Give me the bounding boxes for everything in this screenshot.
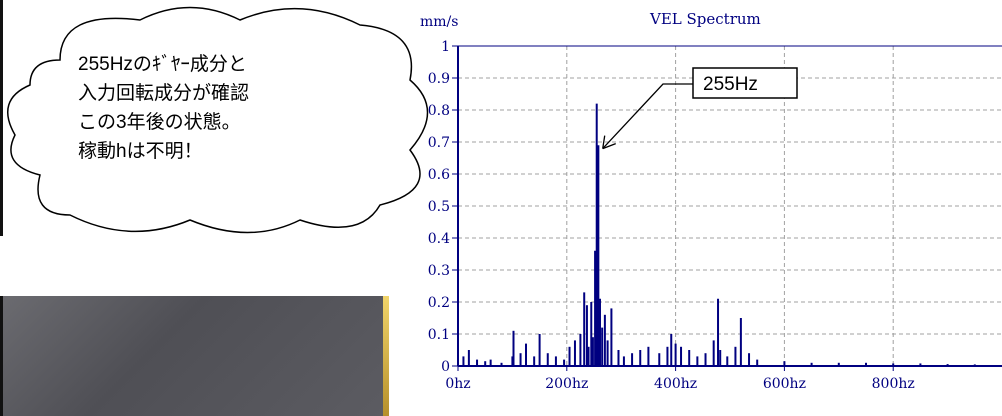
- y-tick-label: 0: [441, 359, 450, 375]
- photo-edge-strip: [383, 296, 389, 416]
- peak-annotation: 255Hz: [602, 67, 798, 150]
- y-tick-label: 1: [441, 39, 450, 55]
- x-tick-label: 600hz: [763, 376, 806, 392]
- x-tick-label: 800hz: [872, 376, 915, 392]
- y-tick-label: 0.6: [428, 167, 450, 183]
- gear-surface-photo: [0, 296, 389, 416]
- x-tick-label: 200hz: [545, 376, 588, 392]
- callout-text-line: 255Hzのｷﾞﾔｰ成分と: [78, 53, 247, 75]
- y-tick-label: 0.9: [428, 71, 450, 87]
- tick-labels: 0 0.1 0.2 0.3 0.4 0.5 0.6 0.7 0.8 0.9 1 0hz 200hz 400…: [428, 39, 915, 392]
- y-tick-label: 0.2: [428, 295, 450, 311]
- peak-arrow-line: [602, 83, 693, 150]
- peak-label-box: [692, 67, 798, 99]
- y-tick-label: 0.3: [428, 263, 450, 279]
- callout-text-line: 入力回転成分が確認: [78, 82, 249, 104]
- callout-text-line: 稼動hは不明！: [78, 140, 203, 162]
- callout-cloud-shape: [7, 6, 429, 234]
- chart-title: VEL Spectrum: [650, 10, 761, 28]
- y-tick-label: 0.4: [428, 231, 450, 247]
- y-tick-label: 0.8: [428, 103, 450, 119]
- callout-text-line: この3年後の状態。: [78, 111, 241, 133]
- peak-arrow-head: [602, 135, 616, 150]
- y-tick-label: 0.1: [428, 327, 450, 343]
- axes: [452, 45, 1002, 371]
- grid: [458, 45, 1002, 366]
- y-tick-label: 0.5: [428, 199, 450, 215]
- x-tick-label: 400hz: [654, 376, 697, 392]
- peak-label: 255Hz: [703, 74, 758, 95]
- left-border-rule: [0, 0, 3, 236]
- x-tick-label: 0hz: [445, 376, 470, 392]
- y-tick-label: 0.7: [428, 135, 450, 151]
- series-bars: [462, 103, 976, 366]
- y-axis-unit: mm/s: [420, 14, 459, 30]
